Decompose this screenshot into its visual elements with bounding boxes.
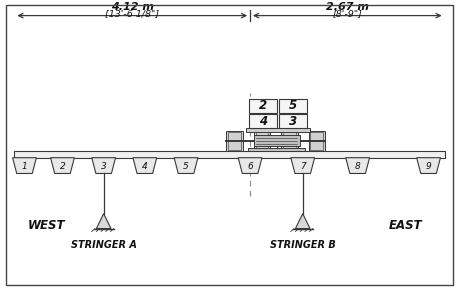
Text: 2.67 m: 2.67 m [326,2,369,12]
Polygon shape [346,158,369,173]
Text: 2: 2 [259,99,267,112]
Text: STRINGER A: STRINGER A [71,240,137,250]
Polygon shape [238,158,262,173]
Text: 4: 4 [259,115,267,128]
Text: 6: 6 [247,162,253,171]
Bar [279,114,307,128]
Text: EAST: EAST [389,219,422,232]
Bar [246,128,310,131]
Polygon shape [133,158,157,173]
Text: 2: 2 [60,162,65,171]
Bar [249,99,277,113]
Polygon shape [96,214,111,229]
Text: STRINGER B: STRINGER B [270,240,336,250]
Bar [310,132,323,150]
Bar [279,99,307,113]
Bar [308,131,325,151]
Text: 8: 8 [355,162,360,171]
Bar [248,148,305,151]
Text: 3: 3 [289,115,297,128]
Text: 4.12 m: 4.12 m [111,2,154,12]
Polygon shape [92,158,116,173]
Text: 1: 1 [22,162,28,171]
Bar [249,114,277,128]
Text: 4: 4 [142,162,148,171]
Polygon shape [296,214,310,229]
Polygon shape [417,158,441,173]
Text: WEST: WEST [28,219,65,232]
Text: 5: 5 [183,162,189,171]
Bar [254,135,300,146]
Bar [14,151,445,158]
Bar [228,132,241,150]
Bar [254,131,270,151]
Bar [283,132,296,150]
Polygon shape [174,158,198,173]
Polygon shape [50,158,74,173]
Text: [8'-9"]: [8'-9"] [332,9,362,18]
Polygon shape [12,158,36,173]
Bar [281,131,298,151]
Text: [13'-6 1/8"]: [13'-6 1/8"] [105,9,159,18]
Text: 9: 9 [425,162,431,171]
Text: 3: 3 [101,162,106,171]
Bar [256,132,269,150]
Polygon shape [291,158,314,173]
Bar [226,131,243,151]
Text: 7: 7 [300,162,306,171]
Text: 5: 5 [289,99,297,112]
